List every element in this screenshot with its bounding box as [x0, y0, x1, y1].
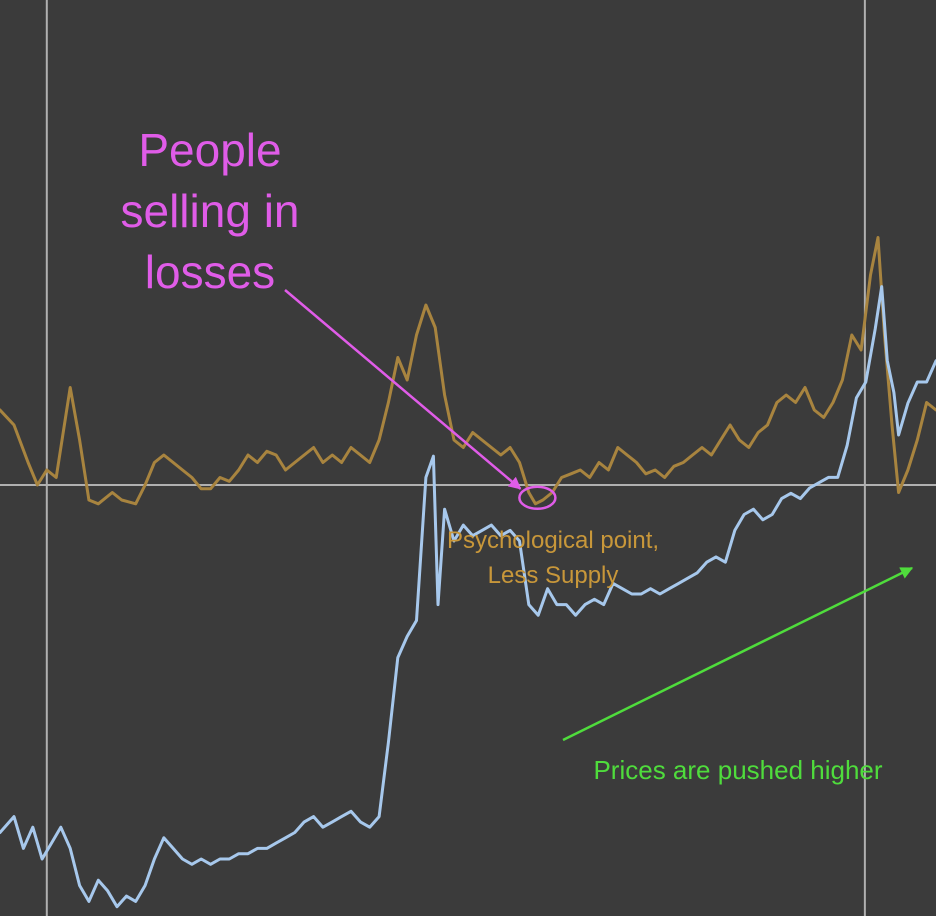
annotation-people-line-3: losses — [144, 246, 276, 298]
arrow-people-selling — [284, 289, 522, 490]
annotation-people-selling: People selling in losses — [90, 120, 330, 303]
circle-marker-low-point — [518, 485, 557, 510]
series-layer — [0, 236, 936, 909]
annotation-people-line-2: selling in — [120, 185, 300, 237]
annotation-marks — [284, 289, 914, 742]
arrow-prices-higher — [562, 566, 914, 742]
annotation-psychological-point: Psychological point, Less Supply — [380, 523, 726, 593]
series-line-price — [0, 285, 936, 909]
annotation-people-line-1: People — [138, 124, 282, 176]
annotation-psych-line-2: Less Supply — [487, 562, 619, 589]
annotation-psych-line-1: Psychological point, — [446, 527, 660, 554]
annotation-prices-text: Prices are pushed higher — [593, 755, 883, 785]
series-line-oscillator — [0, 236, 936, 506]
annotation-prices-higher: Prices are pushed higher — [560, 754, 916, 786]
